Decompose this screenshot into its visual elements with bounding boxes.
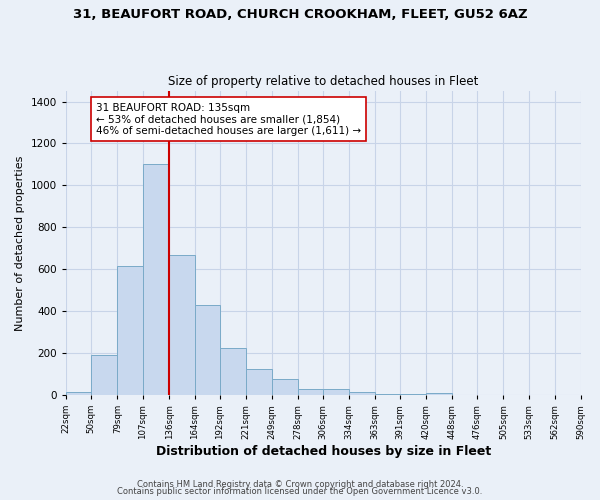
- Text: Contains public sector information licensed under the Open Government Licence v3: Contains public sector information licen…: [118, 487, 482, 496]
- Bar: [143, 164, 169, 395]
- Bar: [246, 369, 272, 395]
- Bar: [169, 254, 194, 395]
- Bar: [323, 390, 349, 395]
- Bar: [272, 378, 298, 395]
- Bar: [91, 354, 118, 395]
- Text: Contains HM Land Registry data © Crown copyright and database right 2024.: Contains HM Land Registry data © Crown c…: [137, 480, 463, 489]
- Bar: [298, 389, 323, 395]
- Text: 31 BEAUFORT ROAD: 135sqm
← 53% of detached houses are smaller (1,854)
46% of sem: 31 BEAUFORT ROAD: 135sqm ← 53% of detach…: [96, 102, 361, 136]
- X-axis label: Distribution of detached houses by size in Fleet: Distribution of detached houses by size …: [155, 444, 491, 458]
- Title: Size of property relative to detached houses in Fleet: Size of property relative to detached ho…: [168, 76, 478, 88]
- Bar: [220, 348, 246, 395]
- Bar: [194, 305, 220, 395]
- Text: 31, BEAUFORT ROAD, CHURCH CROOKHAM, FLEET, GU52 6AZ: 31, BEAUFORT ROAD, CHURCH CROOKHAM, FLEE…: [73, 8, 527, 20]
- Y-axis label: Number of detached properties: Number of detached properties: [15, 156, 25, 330]
- Bar: [427, 393, 452, 395]
- Bar: [349, 392, 375, 395]
- Bar: [118, 266, 143, 395]
- Bar: [400, 394, 427, 395]
- Bar: [375, 394, 400, 395]
- Bar: [66, 392, 91, 395]
